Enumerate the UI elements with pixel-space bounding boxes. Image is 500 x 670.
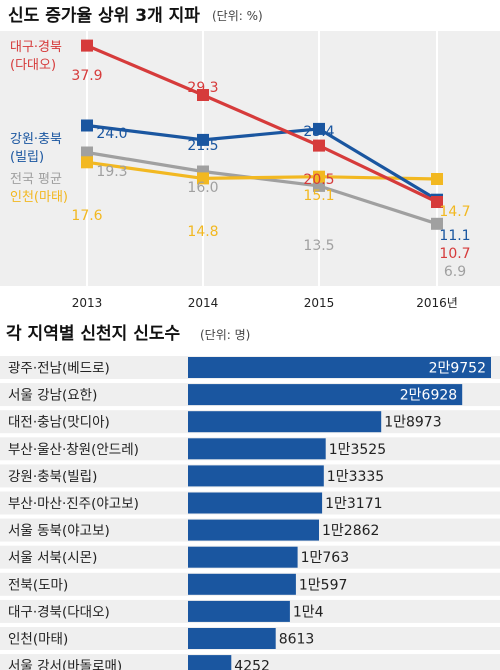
series-subname: (다대오) bbox=[10, 58, 56, 73]
bar bbox=[188, 357, 491, 378]
bar bbox=[188, 600, 290, 622]
category-label: 서울 강남(요한) bbox=[8, 388, 97, 404]
growth-rate-line-chart: 신도 증가율 상위 3개 지파 (단위: %) 2013 2014 2015 2016… bbox=[0, 6, 500, 310]
data-point bbox=[431, 173, 443, 185]
data-label: 19.3 bbox=[96, 164, 127, 180]
data-point bbox=[431, 196, 443, 208]
data-label: 29.3 bbox=[187, 80, 218, 96]
series-name: 대구·경북 bbox=[10, 40, 62, 55]
bar bbox=[188, 384, 463, 406]
series-line bbox=[86, 44, 438, 204]
series-name: 인천(마태) bbox=[10, 190, 68, 205]
category-label: 부산·마산·진주(야고보) bbox=[8, 496, 139, 512]
x-tick-label: 2013 bbox=[72, 296, 103, 310]
data-label: 20.5 bbox=[303, 172, 334, 188]
members-bar-chart: 각 지역별 신천지 신도수 (단위: 명) 광주·전남(베드로) 2만9752 서울… bbox=[0, 324, 500, 670]
bar bbox=[188, 573, 296, 595]
bar bbox=[188, 628, 276, 649]
x-tick-label: 2016년 bbox=[416, 296, 458, 310]
bar bbox=[188, 438, 326, 460]
value-label: 1만2862 bbox=[322, 523, 379, 539]
category-label: 부산·울산·창원(안드레) bbox=[8, 442, 139, 458]
data-point bbox=[81, 39, 93, 52]
data-point bbox=[81, 156, 93, 169]
data-point bbox=[313, 179, 325, 192]
data-label: 16.0 bbox=[187, 180, 218, 196]
value-label: 1만3171 bbox=[325, 496, 382, 512]
data-point bbox=[197, 133, 209, 146]
series-line bbox=[86, 123, 438, 202]
bar bbox=[188, 655, 232, 670]
bar bbox=[188, 411, 382, 433]
bar bbox=[188, 465, 324, 487]
category-label: 서울 서북(시몬) bbox=[8, 550, 97, 566]
bar-chart-title: 각 지역별 신천지 신도수 bbox=[6, 324, 181, 344]
category-label: 광주·전남(베드로) bbox=[8, 361, 110, 377]
category-label: 전북(도마) bbox=[8, 577, 68, 593]
bar-row-bg bbox=[0, 654, 500, 670]
data-point bbox=[81, 146, 93, 159]
data-label: 21.5 bbox=[187, 138, 218, 154]
series-name: 강원·충북 bbox=[10, 132, 62, 147]
data-label: 15.1 bbox=[303, 188, 334, 204]
value-label: 1만3335 bbox=[327, 469, 384, 485]
value-label: 2만6928 bbox=[400, 388, 457, 404]
data-point bbox=[313, 139, 325, 152]
data-label: 14.7 bbox=[439, 204, 470, 220]
category-label: 강원·충북(빌립) bbox=[8, 469, 97, 485]
category-label: 서울 동북(야고보) bbox=[8, 523, 110, 539]
data-label: 11.1 bbox=[439, 228, 470, 244]
data-point bbox=[197, 172, 209, 185]
value-label: 4252 bbox=[234, 659, 270, 670]
value-label: 1만8973 bbox=[384, 415, 441, 431]
category-label: 대구·경북(다대오) bbox=[8, 604, 110, 620]
x-tick-label: 2015 bbox=[304, 296, 335, 310]
series-name: 전국 평균 bbox=[10, 172, 62, 187]
value-label: 1만4 bbox=[293, 604, 324, 620]
category-label: 대전·충남(맛디아) bbox=[8, 415, 110, 431]
series-subname: (빌립) bbox=[10, 150, 44, 165]
series-line bbox=[86, 160, 438, 181]
data-label: 10.7 bbox=[439, 246, 470, 262]
data-label: 6.9 bbox=[444, 264, 466, 280]
line-chart-title: 신도 증가율 상위 3개 지파 bbox=[8, 6, 200, 26]
data-point bbox=[313, 170, 325, 183]
data-point bbox=[313, 122, 325, 135]
bar bbox=[188, 546, 298, 568]
data-label: 23.4 bbox=[303, 124, 334, 140]
bar bbox=[188, 519, 319, 541]
data-label: 24.0 bbox=[96, 126, 127, 142]
data-point bbox=[81, 119, 93, 132]
value-label: 1만3525 bbox=[329, 442, 386, 458]
value-label: 1만597 bbox=[299, 577, 348, 593]
bar bbox=[188, 492, 323, 514]
category-label: 서울 강서(바돌로매) bbox=[8, 659, 122, 670]
data-label: 13.5 bbox=[303, 238, 334, 254]
value-label: 1만763 bbox=[301, 550, 350, 566]
data-point bbox=[197, 89, 209, 101]
value-label: 8613 bbox=[279, 632, 315, 648]
line-chart-unit: (단위: %) bbox=[212, 9, 263, 23]
data-label: 14.8 bbox=[187, 224, 218, 240]
data-label: 17.6 bbox=[71, 208, 102, 224]
data-label: 37.9 bbox=[71, 68, 102, 84]
data-point bbox=[431, 217, 443, 230]
x-tick-label: 2014 bbox=[188, 296, 219, 310]
category-label: 인천(마태) bbox=[8, 632, 68, 648]
bar-chart-unit: (단위: 명) bbox=[200, 328, 250, 342]
value-label: 2만9752 bbox=[429, 361, 486, 377]
